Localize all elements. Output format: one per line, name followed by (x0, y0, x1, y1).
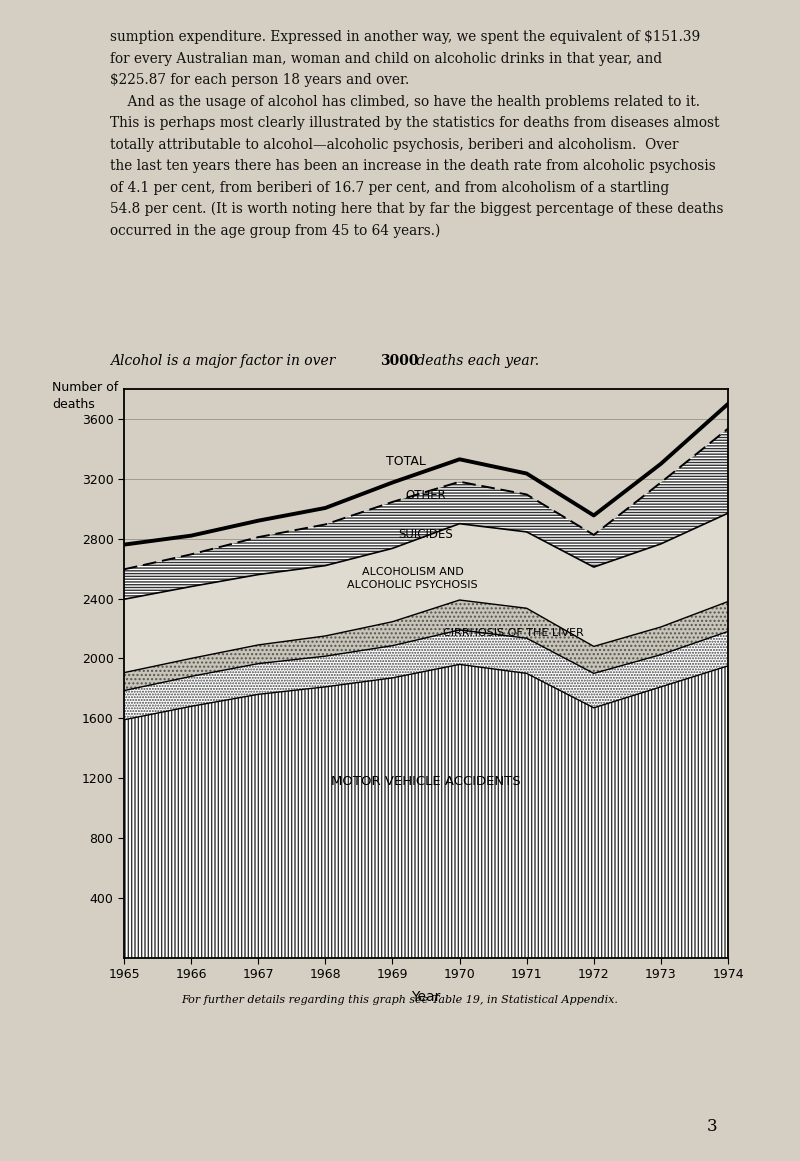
Text: the last ten years there has been an increase in the death rate from alcoholic p: the last ten years there has been an inc… (110, 159, 716, 173)
Text: TOTAL: TOTAL (386, 455, 426, 468)
Text: CIRRHOSIS OF THE LIVER: CIRRHOSIS OF THE LIVER (443, 628, 584, 637)
Text: 54.8 per cent. (It is worth noting here that by far the biggest percentage of th: 54.8 per cent. (It is worth noting here … (110, 202, 724, 216)
Text: ALCOHOLISM AND
ALCOHOLIC PSYCHOSIS: ALCOHOLISM AND ALCOHOLIC PSYCHOSIS (347, 567, 478, 590)
Text: SUICIDES: SUICIDES (398, 527, 454, 541)
Text: deaths: deaths (52, 398, 94, 411)
Text: 3: 3 (706, 1118, 718, 1135)
Text: sumption expenditure. Expressed in another way, we spent the equivalent of $151.: sumption expenditure. Expressed in anoth… (110, 30, 701, 44)
Text: OTHER: OTHER (406, 490, 446, 503)
Text: Alcohol is a major factor in over: Alcohol is a major factor in over (110, 354, 340, 368)
Text: occurred in the age group from 45 to 64 years.): occurred in the age group from 45 to 64 … (110, 223, 441, 238)
Text: of 4.1 per cent, from beriberi of 16.7 per cent, and from alcoholism of a startl: of 4.1 per cent, from beriberi of 16.7 p… (110, 180, 670, 195)
Text: $225.87 for each person 18 years and over.: $225.87 for each person 18 years and ove… (110, 73, 410, 87)
Text: Number of: Number of (52, 381, 118, 394)
X-axis label: Year: Year (411, 989, 441, 1003)
Text: totally attributable to alcohol—alcoholic psychosis, beriberi and alcoholism.  O: totally attributable to alcohol—alcoholi… (110, 138, 679, 152)
Text: deaths each year.: deaths each year. (412, 354, 539, 368)
Text: This is perhaps most clearly illustrated by the statistics for deaths from disea: This is perhaps most clearly illustrated… (110, 116, 720, 130)
Text: For further details regarding this graph see Table 19, in Statistical Appendix.: For further details regarding this graph… (182, 995, 618, 1005)
Text: 3000: 3000 (380, 354, 418, 368)
Text: for every Australian man, woman and child on alcoholic drinks in that year, and: for every Australian man, woman and chil… (110, 52, 662, 66)
Text: And as the usage of alcohol has climbed, so have the health problems related to : And as the usage of alcohol has climbed,… (110, 95, 701, 109)
Text: MOTOR VEHICLE ACCIDENTS: MOTOR VEHICLE ACCIDENTS (331, 774, 521, 787)
